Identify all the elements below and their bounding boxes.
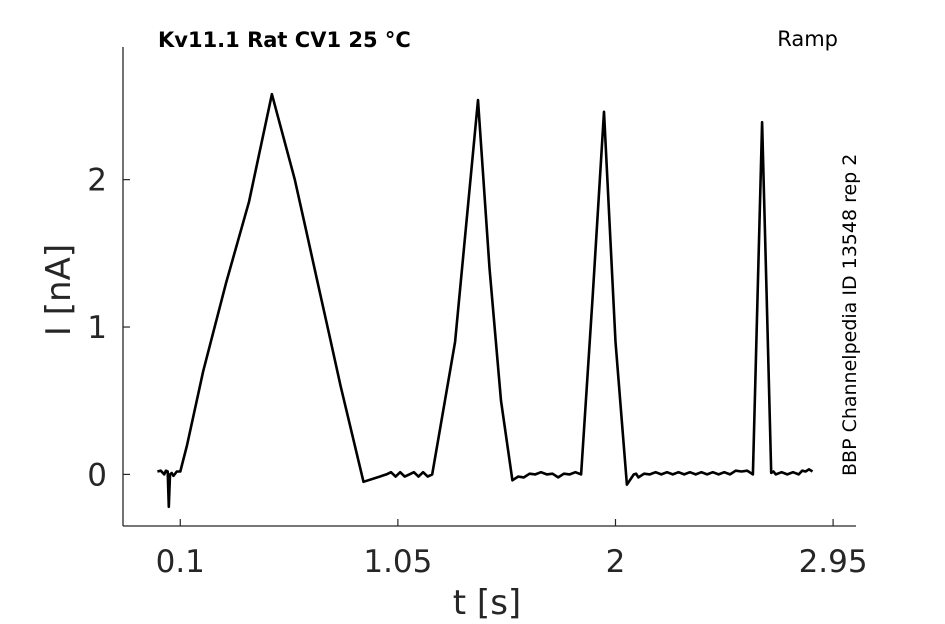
y-tick-label: 0	[87, 457, 107, 493]
chart-title: Kv11.1 Rat CV1 25 °C	[158, 28, 411, 52]
x-tick-label: 2.95	[799, 544, 868, 580]
axes	[122, 47, 856, 527]
x-tick-label: 2	[606, 544, 626, 580]
x-tick-label: 0.1	[156, 544, 205, 580]
source-label: BBP Channelpedia ID 13548 rep 2	[839, 154, 861, 476]
y-tick-label: 2	[87, 163, 107, 199]
x-axis-label: t [s]	[453, 583, 521, 623]
series	[157, 92, 814, 509]
x-tick-label: 1.05	[363, 544, 432, 580]
ticks: 0.1 1.05 2 2.95 0 1 2	[87, 163, 867, 580]
series-line-0	[157, 92, 814, 509]
y-axis-label: I [nA]	[39, 244, 79, 336]
protocol-label: Ramp	[777, 27, 838, 51]
y-tick-label: 1	[87, 310, 107, 346]
